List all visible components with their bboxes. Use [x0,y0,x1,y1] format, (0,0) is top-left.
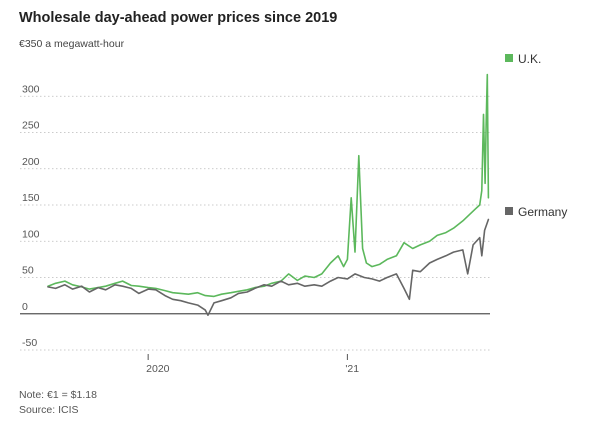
y-tick-label: 50 [22,265,34,277]
legend-swatch [505,54,513,62]
series-line-uk [47,73,490,298]
chart-footer: Note: €1 = $1.18 Source: ICIS [19,388,97,418]
x-tick-label: 2020 [146,363,170,375]
series-line-germany [47,218,490,316]
y-tick-label: 200 [22,156,40,168]
legend-label: Germany [518,205,567,219]
y-tick-label: 100 [22,228,40,240]
y-tick-label: 250 [22,120,40,132]
footnote-source: Source: ICIS [19,404,79,416]
y-tick-label: 300 [22,83,40,95]
chart-title: Wholesale day-ahead power prices since 2… [19,10,338,26]
legend-label: U.K. [518,52,541,66]
x-tick-label: '21 [345,363,359,375]
legend-swatch [505,207,513,215]
y-tick-label: -50 [22,337,37,349]
y-tick-label: 150 [22,192,40,204]
chart-subtitle: €350 a megawatt-hour [19,38,125,50]
footnote-exchange-rate: Note: €1 = $1.18 [19,389,97,401]
y-tick-label: 0 [22,301,28,313]
